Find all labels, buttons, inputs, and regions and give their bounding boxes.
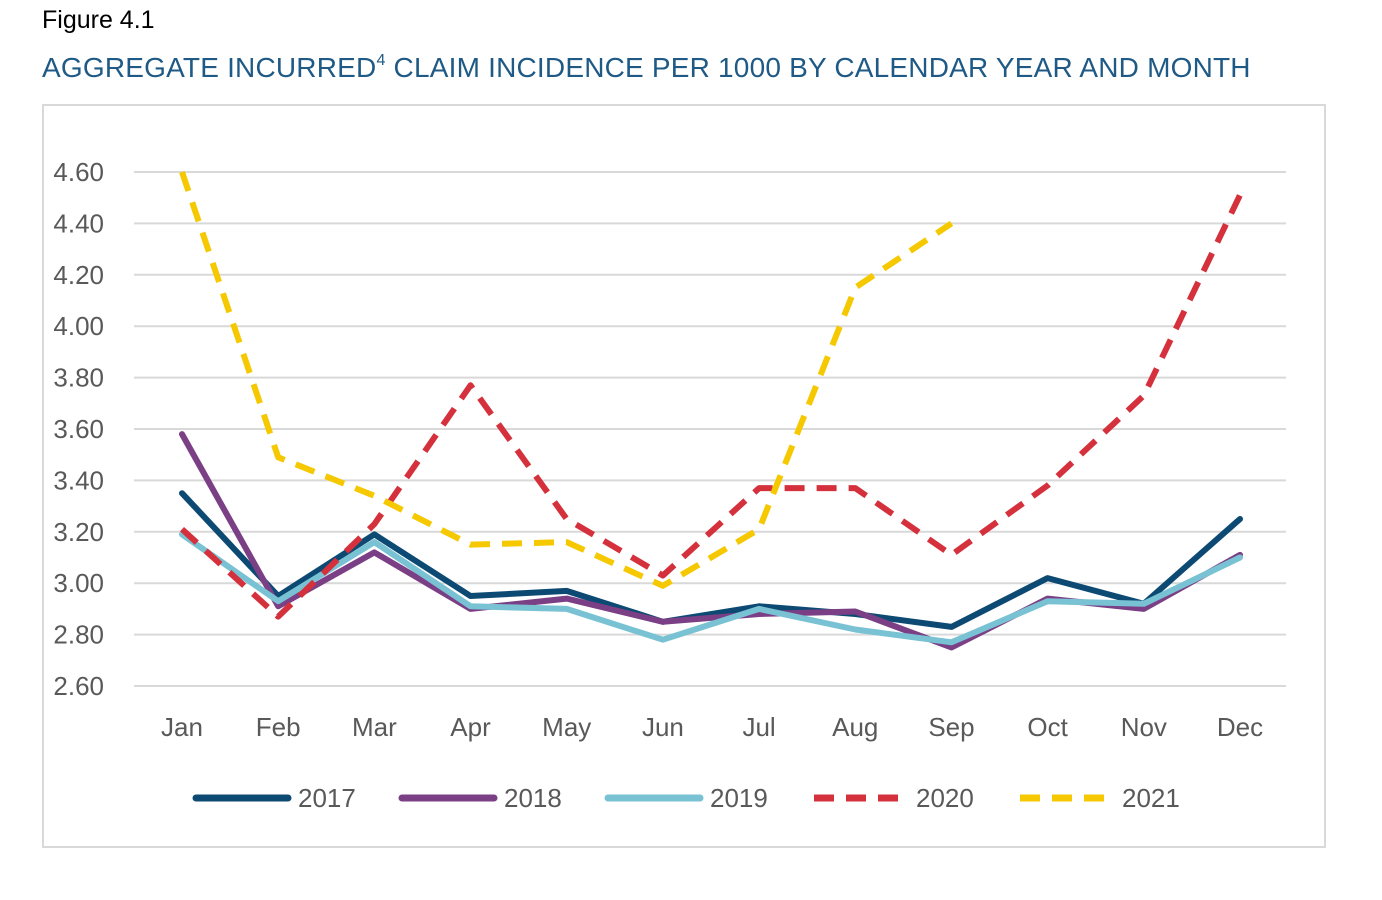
y-axis-ticks: 4.60 4.40 4.20 4.00 3.80 3.60 3.40 3.20 3.00 2.80…: [53, 157, 104, 701]
x-tick-label: Dec: [1217, 712, 1263, 742]
y-tick-label: 4.20: [53, 260, 104, 290]
x-tick-label: Aug: [832, 712, 878, 742]
series-line-2021: [179, 171, 954, 589]
series-line-2017: [179, 490, 1243, 630]
title-footnote-marker: 4: [376, 52, 386, 69]
x-tick-label: Oct: [1027, 712, 1068, 742]
y-tick-label: 3.20: [53, 517, 104, 547]
title-rest: CLAIM INCIDENCE PER 1000 BY CALENDAR YEA…: [385, 52, 1251, 83]
x-tick-label: Apr: [450, 712, 491, 742]
x-tick-label: Feb: [256, 712, 301, 742]
series-lines: [179, 171, 1243, 651]
y-tick-label: 3.80: [53, 363, 104, 393]
x-tick-label: Sep: [928, 712, 974, 742]
y-tick-label: 3.60: [53, 414, 104, 444]
legend-label-2019: 2019: [710, 783, 768, 813]
y-tick-label: 3.40: [53, 465, 104, 495]
gridlines: [134, 171, 1286, 687]
x-tick-label: May: [542, 712, 591, 742]
series-line-2020: [179, 193, 1243, 620]
x-tick-label: Nov: [1121, 712, 1167, 742]
x-tick-label: Jul: [742, 712, 775, 742]
legend-label-2018: 2018: [504, 783, 562, 813]
legend-label-2021: 2021: [1122, 783, 1180, 813]
title-main: AGGREGATE INCURRED: [42, 52, 377, 83]
x-tick-label: Jan: [161, 712, 203, 742]
legend: 2017 2018 2019 2020 2021: [192, 783, 1180, 813]
legend-label-2017: 2017: [298, 783, 356, 813]
chart-title: AGGREGATE INCURRED4 CLAIM INCIDENCE PER …: [42, 52, 1251, 84]
y-tick-label: 4.00: [53, 311, 104, 341]
series-line-2018: [179, 431, 1243, 651]
y-tick-label: 2.80: [53, 620, 104, 650]
figure-label: Figure 4.1: [42, 6, 155, 34]
series-line-2019: [179, 531, 1243, 646]
y-tick-label: 4.60: [53, 157, 104, 187]
chart-frame: [42, 104, 1326, 848]
y-tick-label: 4.40: [53, 208, 104, 238]
x-tick-label: Mar: [352, 712, 397, 742]
y-tick-label: 3.00: [53, 568, 104, 598]
x-axis-ticks: Jan Feb Mar Apr May Jun Jul Aug Sep Oct Nov Dec: [161, 712, 1263, 742]
y-tick-label: 2.60: [53, 671, 104, 701]
legend-label-2020: 2020: [916, 783, 974, 813]
x-tick-label: Jun: [642, 712, 684, 742]
